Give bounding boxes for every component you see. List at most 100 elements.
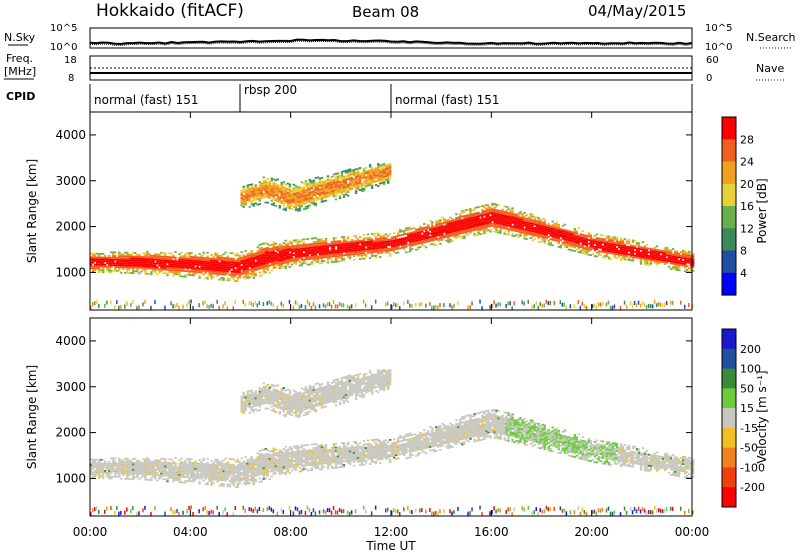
- power-cell: [174, 304, 176, 309]
- power-cell: [443, 225, 446, 228]
- power-cell: [330, 186, 334, 189]
- power-cell: [90, 261, 93, 264]
- power-cell: [364, 183, 368, 186]
- power-cell: [284, 192, 287, 195]
- power-cell: [356, 251, 360, 253]
- power-cell: [489, 223, 492, 226]
- power-cell: [338, 251, 342, 253]
- velocity-cell: [208, 474, 211, 477]
- power-cell: [118, 257, 121, 259]
- power-cell: [467, 214, 470, 216]
- power-cell: [537, 220, 540, 223]
- power-cell: [160, 270, 163, 273]
- power-cell: [332, 239, 336, 241]
- power-cell: [581, 301, 584, 306]
- power-cell: [350, 169, 354, 172]
- power-cell: [364, 185, 368, 188]
- power-cell: [613, 254, 617, 257]
- power-cell: [451, 230, 454, 233]
- power-cell: [292, 200, 296, 203]
- power-cell: [455, 224, 458, 227]
- power-cell: [348, 175, 352, 178]
- power-cell: [304, 258, 308, 261]
- power-cell: [641, 252, 645, 254]
- power-cell: [110, 300, 112, 304]
- power-cell: [296, 241, 300, 243]
- power-cell: [577, 300, 580, 305]
- velocity-cell: [102, 470, 105, 472]
- power-cell: [282, 192, 285, 194]
- power-cell: [555, 223, 558, 226]
- power-cell: [356, 245, 360, 248]
- power-cell: [262, 248, 265, 250]
- power-cell: [240, 204, 243, 207]
- power-cell: [439, 235, 442, 238]
- power-cell: [206, 268, 209, 271]
- power-cell: [280, 252, 283, 254]
- power-cell: [302, 260, 306, 263]
- power-cell: [503, 233, 506, 235]
- power-cell: [555, 239, 558, 242]
- power-cell: [509, 216, 512, 218]
- power-cell: [312, 188, 316, 191]
- power-cell: [465, 225, 468, 228]
- power-cell: [573, 237, 576, 240]
- power-cell: [248, 269, 251, 271]
- power-cell: [114, 266, 117, 268]
- power-cell: [316, 183, 320, 186]
- power-cell: [507, 301, 509, 306]
- power-cell: [326, 191, 330, 194]
- power-cell: [262, 302, 265, 307]
- power-cell: [517, 223, 520, 226]
- power-cell: [262, 253, 265, 256]
- power-cell: [248, 200, 251, 203]
- velocity-cell: [170, 467, 173, 470]
- power-cell: [188, 257, 191, 260]
- power-cell: [290, 204, 294, 207]
- power-cell: [250, 200, 253, 202]
- power-cell: [366, 237, 370, 239]
- power-cell: [170, 261, 173, 264]
- power-cell: [439, 243, 442, 245]
- velocity-cell: [170, 458, 173, 461]
- power-cell: [559, 231, 562, 234]
- power-cell: [98, 262, 101, 264]
- power-cell: [108, 256, 111, 259]
- power-cell: [411, 304, 413, 308]
- power-cell: [286, 253, 290, 256]
- power-cell: [479, 229, 482, 232]
- power-cell: [350, 242, 354, 245]
- power-cell: [152, 264, 155, 266]
- power-cell: [318, 247, 322, 250]
- velocity-cell: [212, 469, 215, 472]
- power-cell: [166, 256, 169, 258]
- power-cell: [493, 214, 496, 216]
- power-cell: [264, 201, 267, 204]
- power-cell: [647, 304, 650, 308]
- power-cell: [278, 197, 281, 200]
- power-cell: [318, 244, 322, 246]
- power-cell: [284, 265, 287, 268]
- velocity-cell: [178, 481, 181, 484]
- power-cell: [196, 262, 199, 264]
- power-cell: [417, 242, 420, 245]
- power-cell: [336, 242, 340, 244]
- power-cell: [415, 302, 417, 307]
- power-cell: [665, 247, 669, 249]
- power-cell: [611, 239, 615, 242]
- power-cell: [611, 243, 615, 246]
- power-cell: [110, 256, 113, 259]
- power-cell: [647, 255, 651, 257]
- power-cell: [549, 227, 552, 230]
- power-cell: [589, 247, 593, 249]
- velocity-cell: [98, 469, 101, 472]
- power-cell: [631, 254, 635, 256]
- power-cell: [485, 218, 488, 221]
- power-cell: [198, 267, 201, 270]
- power-cell: [529, 213, 532, 216]
- power-cell: [527, 227, 530, 230]
- power-cell: [690, 262, 693, 264]
- power-cell: [395, 239, 398, 241]
- power-cell: [619, 239, 623, 242]
- power-cell: [529, 218, 532, 221]
